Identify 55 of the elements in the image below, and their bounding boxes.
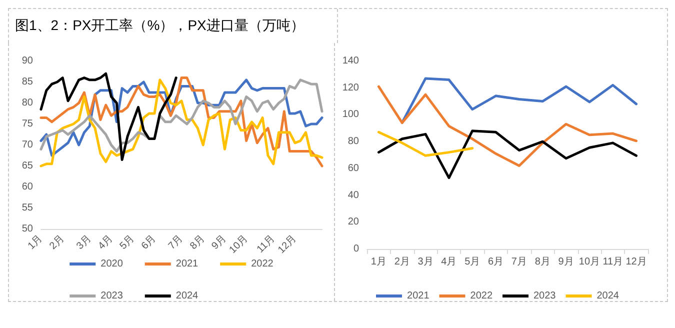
line-series <box>40 72 178 161</box>
x-tick-label: 6月 <box>140 233 158 252</box>
x-tick-label: 4月 <box>441 256 457 268</box>
y-tick-label: 90 <box>22 56 34 66</box>
x-tick-label: 7月 <box>511 256 527 268</box>
legend-label: 2024 <box>596 290 620 302</box>
legend-label: 2022 <box>251 258 274 270</box>
y-tick-label: 120 <box>342 82 360 94</box>
x-tick-label: 1月 <box>370 256 386 268</box>
y-tick-label: 65 <box>22 160 34 172</box>
x-tick-label: 6月 <box>488 256 504 268</box>
y-tick-label: 20 <box>348 216 360 228</box>
x-tick-label: 10月 <box>578 256 600 268</box>
y-tick-label: 0 <box>353 244 360 254</box>
y-tick-label: 75 <box>22 118 34 130</box>
x-tick-label: 2月 <box>394 256 410 268</box>
y-tick-label: 60 <box>348 162 360 174</box>
x-tick-label: 9月 <box>558 256 574 268</box>
y-tick-label: 140 <box>342 56 360 66</box>
x-tick-label: 10月 <box>228 233 250 256</box>
x-tick-label: 12月 <box>626 256 647 268</box>
y-tick-label: 40 <box>348 190 360 201</box>
x-tick-label: 3月 <box>74 233 94 252</box>
x-tick-label: 11月 <box>602 256 624 268</box>
y-tick-label: 80 <box>348 136 360 148</box>
x-tick-label: 8月 <box>188 233 208 252</box>
y-tick-label: 85 <box>22 76 34 88</box>
y-tick-label: 50 <box>22 224 34 234</box>
x-tick-label: 12月 <box>276 233 299 256</box>
x-tick-label: 1月 <box>26 233 45 252</box>
y-tick-label: 100 <box>342 109 360 120</box>
x-tick-label: 8月 <box>534 256 550 268</box>
legend-label: 2023 <box>534 290 556 302</box>
y-tick-label: 55 <box>22 202 34 214</box>
legend-label: 2024 <box>176 290 199 302</box>
legend-label: 2020 <box>100 258 124 270</box>
x-tick-label: 2月 <box>48 233 67 252</box>
x-tick-label: 11月 <box>255 233 278 256</box>
x-tick-label: 7月 <box>166 233 186 252</box>
y-tick-label: 60 <box>22 182 34 192</box>
legend-label: 2021 <box>176 258 199 270</box>
line-series <box>377 130 474 157</box>
line-series <box>377 85 638 167</box>
x-tick-label: 5月 <box>464 256 480 268</box>
y-tick-label: 80 <box>22 98 34 108</box>
x-tick-label: 9月 <box>210 233 229 252</box>
legend-label: 2023 <box>100 290 124 302</box>
line-series <box>377 130 638 180</box>
x-tick-label: 4月 <box>96 233 116 252</box>
legend-label: 2021 <box>407 290 430 302</box>
legend-label: 2022 <box>470 290 493 302</box>
x-tick-label: 5月 <box>118 233 137 252</box>
chart-title: 图1、2：PX开工率（%），PX进口量（万吨） <box>9 9 338 43</box>
y-tick-label: 70 <box>22 140 34 150</box>
x-tick-label: 3月 <box>418 256 434 268</box>
